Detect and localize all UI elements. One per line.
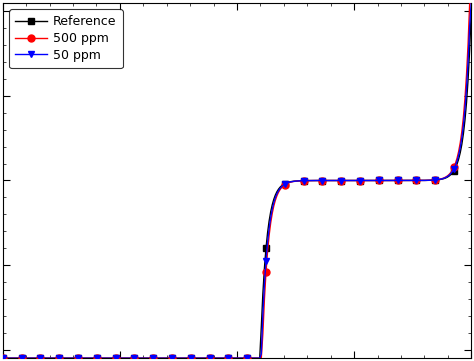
500 ppm: [277, 187, 283, 192]
Reference: [277, 185, 283, 190]
50 ppm: [425, 178, 430, 183]
Reference: [468, 9, 474, 13]
Line: Reference: Reference: [0, 8, 474, 361]
500 ppm: [279, 185, 284, 190]
Legend: Reference, 500 ppm, 50 ppm: Reference, 500 ppm, 50 ppm: [9, 9, 122, 68]
50 ppm: [0, 356, 6, 360]
500 ppm: [1, 356, 7, 360]
500 ppm: [0, 356, 6, 360]
500 ppm: [468, 1, 474, 5]
Reference: [279, 183, 284, 188]
500 ppm: [425, 178, 430, 183]
50 ppm: [468, 1, 474, 5]
500 ppm: [287, 180, 292, 184]
50 ppm: [279, 184, 284, 189]
Reference: [1, 356, 7, 360]
Reference: [287, 180, 292, 184]
Reference: [0, 356, 6, 360]
50 ppm: [277, 186, 283, 191]
Reference: [425, 178, 430, 183]
50 ppm: [395, 178, 401, 183]
50 ppm: [1, 356, 7, 360]
500 ppm: [395, 178, 401, 183]
50 ppm: [287, 180, 292, 184]
Reference: [395, 178, 401, 183]
